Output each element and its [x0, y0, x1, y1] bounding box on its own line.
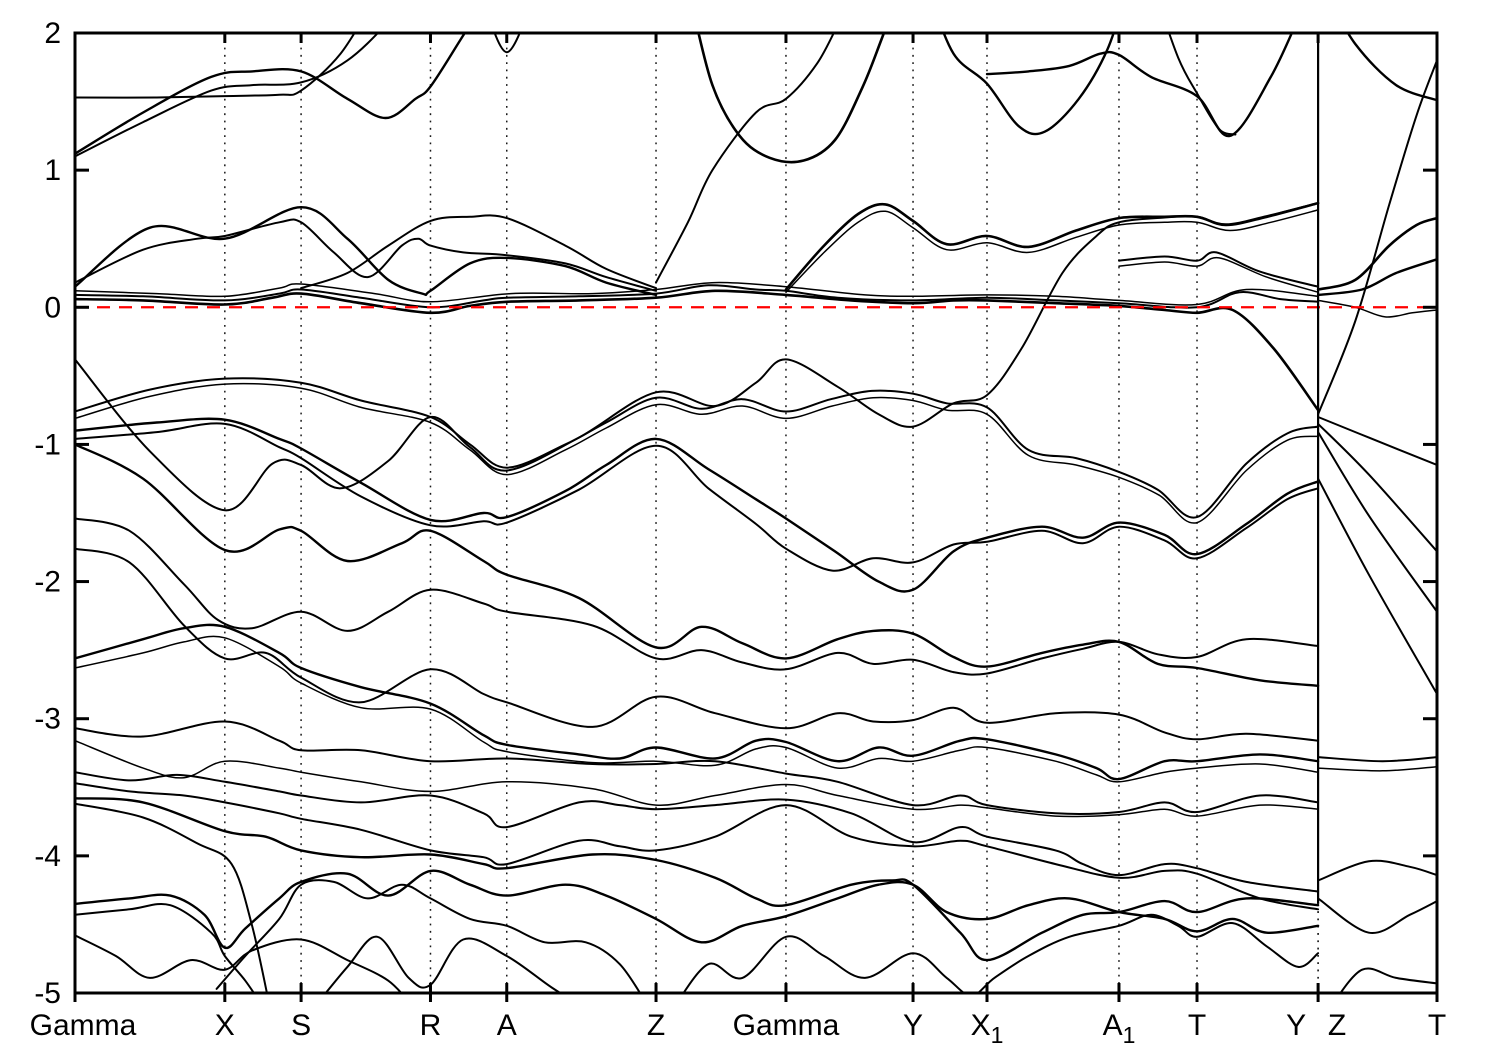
band-line — [75, 377, 1320, 519]
plot-border-rect — [73, 31, 1439, 995]
x-axis-kpoint-label-Gamma: Gamma — [30, 1009, 137, 1042]
band-line — [1317, 59, 1437, 416]
y-axis-label: -5 — [34, 977, 61, 1010]
axis-ticks — [73, 31, 1439, 1002]
y-axis-label: -3 — [34, 703, 61, 736]
band-line — [1317, 897, 1437, 934]
band-line — [215, 879, 642, 993]
band-line — [1339, 967, 1437, 993]
band-line — [1317, 431, 1437, 613]
y-axis-label: 2 — [44, 17, 61, 50]
band-line — [75, 284, 1320, 309]
band-line — [75, 289, 1320, 412]
band-line — [75, 797, 1320, 962]
band-line — [942, 33, 1115, 136]
x-axis-kpoint-label-X: X — [215, 1009, 235, 1042]
band-line — [493, 33, 521, 54]
plot-border — [73, 31, 1439, 995]
band-line — [697, 33, 886, 164]
band-line — [75, 281, 1319, 306]
band-line — [75, 902, 256, 993]
x-axis-kpoint-label-S: S — [291, 1009, 311, 1042]
band-line — [1317, 416, 1437, 466]
band-line — [75, 417, 1320, 593]
band-line — [1317, 859, 1437, 882]
x-axis-kpoint-label-Y: Y — [1286, 1009, 1306, 1042]
band-line — [75, 33, 467, 155]
y-axis-label: 1 — [44, 154, 61, 187]
band-line — [75, 33, 356, 99]
band-line — [1317, 756, 1437, 763]
band-line — [655, 33, 835, 284]
band-line — [1317, 299, 1437, 318]
x-axis-kpoint-label-A: A — [497, 1009, 517, 1042]
band-line — [1317, 765, 1437, 772]
band-line — [75, 771, 1320, 893]
x-axis-kpoint-labels: Gamma X S R A Z Gamma Y X1 A1 T Y Z T — [30, 1009, 1447, 1048]
band-line — [985, 33, 1294, 138]
y-axis-label: -2 — [34, 566, 61, 599]
band-line — [1316, 216, 1437, 291]
x-axis-kpoint-label-Z: Z — [647, 1009, 665, 1042]
band-line — [75, 934, 403, 993]
band-line — [75, 218, 657, 292]
x-axis-kpoint-label-R: R — [420, 1009, 442, 1042]
band-line — [324, 935, 563, 993]
band-line — [75, 720, 1320, 815]
band-line — [1346, 33, 1437, 102]
band-line — [75, 33, 380, 158]
band-line — [75, 547, 1320, 742]
band-line — [75, 739, 1319, 818]
band-line — [1316, 258, 1437, 297]
x-axis-kpoint-label-T: T — [1428, 1009, 1446, 1042]
band-line — [1118, 251, 1320, 288]
band-line — [75, 202, 1320, 512]
y-axis-label: -1 — [34, 428, 61, 461]
band-line — [1317, 477, 1437, 695]
x-axis-kpoint-label-Y: Y — [903, 1009, 923, 1042]
band-line — [785, 209, 1319, 293]
band-lines — [75, 33, 1437, 993]
y-axis-tick-labels: -5 -4 -3 -2 -1 0 1 2 — [34, 17, 61, 1010]
band-line — [682, 913, 1320, 993]
band-line — [1317, 422, 1437, 553]
band-line — [75, 635, 1319, 783]
x-axis-kpoint-label-Gamma: Gamma — [733, 1009, 840, 1042]
band-line — [75, 517, 1320, 676]
band-line — [75, 869, 1320, 950]
x-axis-kpoint-label-T: T — [1188, 1009, 1206, 1042]
band-line — [75, 623, 1320, 781]
band-line — [75, 206, 658, 297]
x-axis-kpoint-label-A1: A1 — [1103, 1009, 1136, 1048]
band-line — [75, 382, 1319, 524]
y-axis-label: 0 — [44, 291, 61, 324]
x-axis-kpoint-label-X1: X1 — [971, 1009, 1004, 1048]
y-axis-label: -4 — [34, 840, 61, 873]
band-line — [1118, 256, 1319, 293]
band-line — [300, 214, 657, 290]
band-line — [75, 782, 1320, 911]
band-line — [75, 802, 268, 993]
band-line — [75, 443, 1320, 687]
band-line — [1167, 33, 1237, 136]
x-axis-kpoint-label-Z: Z — [1328, 1009, 1346, 1042]
band-line — [75, 422, 1320, 572]
